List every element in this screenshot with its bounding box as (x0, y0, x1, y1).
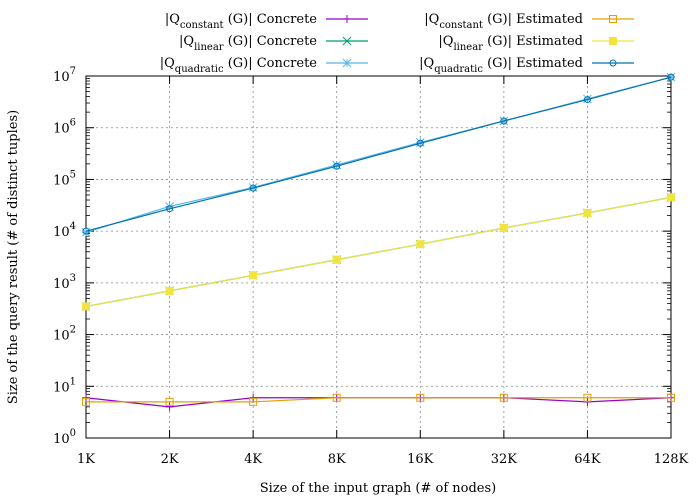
data-point (416, 139, 424, 147)
y-tick-label: 102 (53, 325, 76, 344)
y-tick-label: 105 (53, 169, 76, 188)
legend-entry: |Qlinear (G)| Estimated (438, 34, 634, 53)
series-layer (81, 72, 676, 411)
x-tick-label: 64K (574, 452, 601, 467)
legend-entry: |Qlinear (G)| Concrete (179, 34, 368, 53)
series-line (85, 196, 672, 308)
data-point (249, 184, 257, 192)
legend-marker (342, 58, 352, 68)
data-point (416, 393, 425, 402)
data-point (415, 138, 425, 147)
data-point (333, 162, 341, 170)
data-point (667, 73, 675, 81)
data-point (165, 397, 174, 406)
data-point (249, 393, 258, 402)
legend-marker (609, 15, 617, 23)
legend-marker (609, 37, 617, 45)
x-tick-label: 32K (491, 452, 518, 467)
data-point (499, 393, 508, 402)
x-tick-label: 16K (407, 452, 434, 467)
y-tick-label: 107 (53, 66, 76, 85)
y-tick-label: 100 (53, 428, 76, 447)
legend-label: |Qquadratic (G)| Concrete (160, 56, 318, 75)
data-point (249, 397, 258, 406)
data-point (82, 302, 90, 311)
data-point (583, 94, 592, 104)
x-tick-label: 2K (161, 452, 179, 467)
data-point (249, 271, 258, 280)
data-point (165, 402, 174, 411)
series-6 (82, 73, 675, 235)
data-point (81, 227, 91, 237)
data-point (499, 224, 508, 233)
y-axis-label: Size of the query result (# of distinct … (6, 110, 21, 404)
legend-entry: |Qconstant (G)| Estimated (424, 12, 634, 31)
series-line (85, 76, 672, 232)
y-tick-label: 103 (53, 273, 76, 292)
legend-label: |Qconstant (G)| Estimated (424, 12, 583, 31)
data-point (583, 208, 592, 217)
x-tick-label: 128K (654, 452, 689, 467)
y-tick-label: 106 (53, 118, 76, 137)
data-point (166, 205, 174, 213)
x-axis-label: Size of the input graph (# of nodes) (260, 481, 496, 496)
data-point (583, 96, 591, 104)
data-point (583, 397, 592, 406)
series-line (86, 397, 671, 403)
x-tick-label: 1K (77, 452, 95, 467)
data-point (666, 72, 676, 82)
data-point (332, 255, 341, 264)
data-point (332, 393, 341, 402)
series-4 (82, 393, 675, 406)
legend-marker (343, 15, 351, 23)
y-tick-label: 101 (53, 376, 76, 395)
legend: |Qconstant (G)| Concrete |Qlinear (G)| Co… (160, 12, 634, 75)
legend-entry: |Qquadratic (G)| Concrete (160, 56, 368, 75)
data-point (82, 393, 90, 402)
axes: 100 101 102 103 104 105 106 107 1K 2K 4K 8K 16K 32K 64… (53, 66, 688, 467)
data-point (332, 160, 342, 170)
legend-label: |Qlinear (G)| Concrete (179, 34, 317, 53)
data-point (165, 286, 174, 295)
data-point (82, 397, 90, 406)
data-point (416, 240, 425, 249)
grid-lines (86, 76, 671, 438)
x-tick-label: 4K (244, 452, 262, 467)
legend-label: |Qconstant (G)| Concrete (165, 12, 317, 31)
data-point (248, 183, 258, 192)
legend-entry: |Qquadratic (G)| Estimated (419, 56, 634, 75)
legend-label: |Qlinear (G)| Estimated (438, 34, 583, 53)
legend-marker (342, 36, 352, 46)
series-5 (82, 193, 675, 311)
legend-label: |Qquadratic (G)| Estimated (419, 56, 583, 75)
legend-entry: |Qconstant (G)| Concrete (165, 12, 368, 31)
data-point (667, 193, 675, 202)
plot-frame (85, 75, 672, 439)
y-tick-label: 104 (53, 221, 76, 240)
data-point (667, 393, 675, 402)
data-point (500, 117, 508, 125)
data-point (165, 202, 174, 211)
data-point (583, 393, 592, 402)
x-tick-label: 8K (328, 452, 346, 467)
legend-marker (609, 59, 617, 67)
data-point (82, 227, 90, 235)
